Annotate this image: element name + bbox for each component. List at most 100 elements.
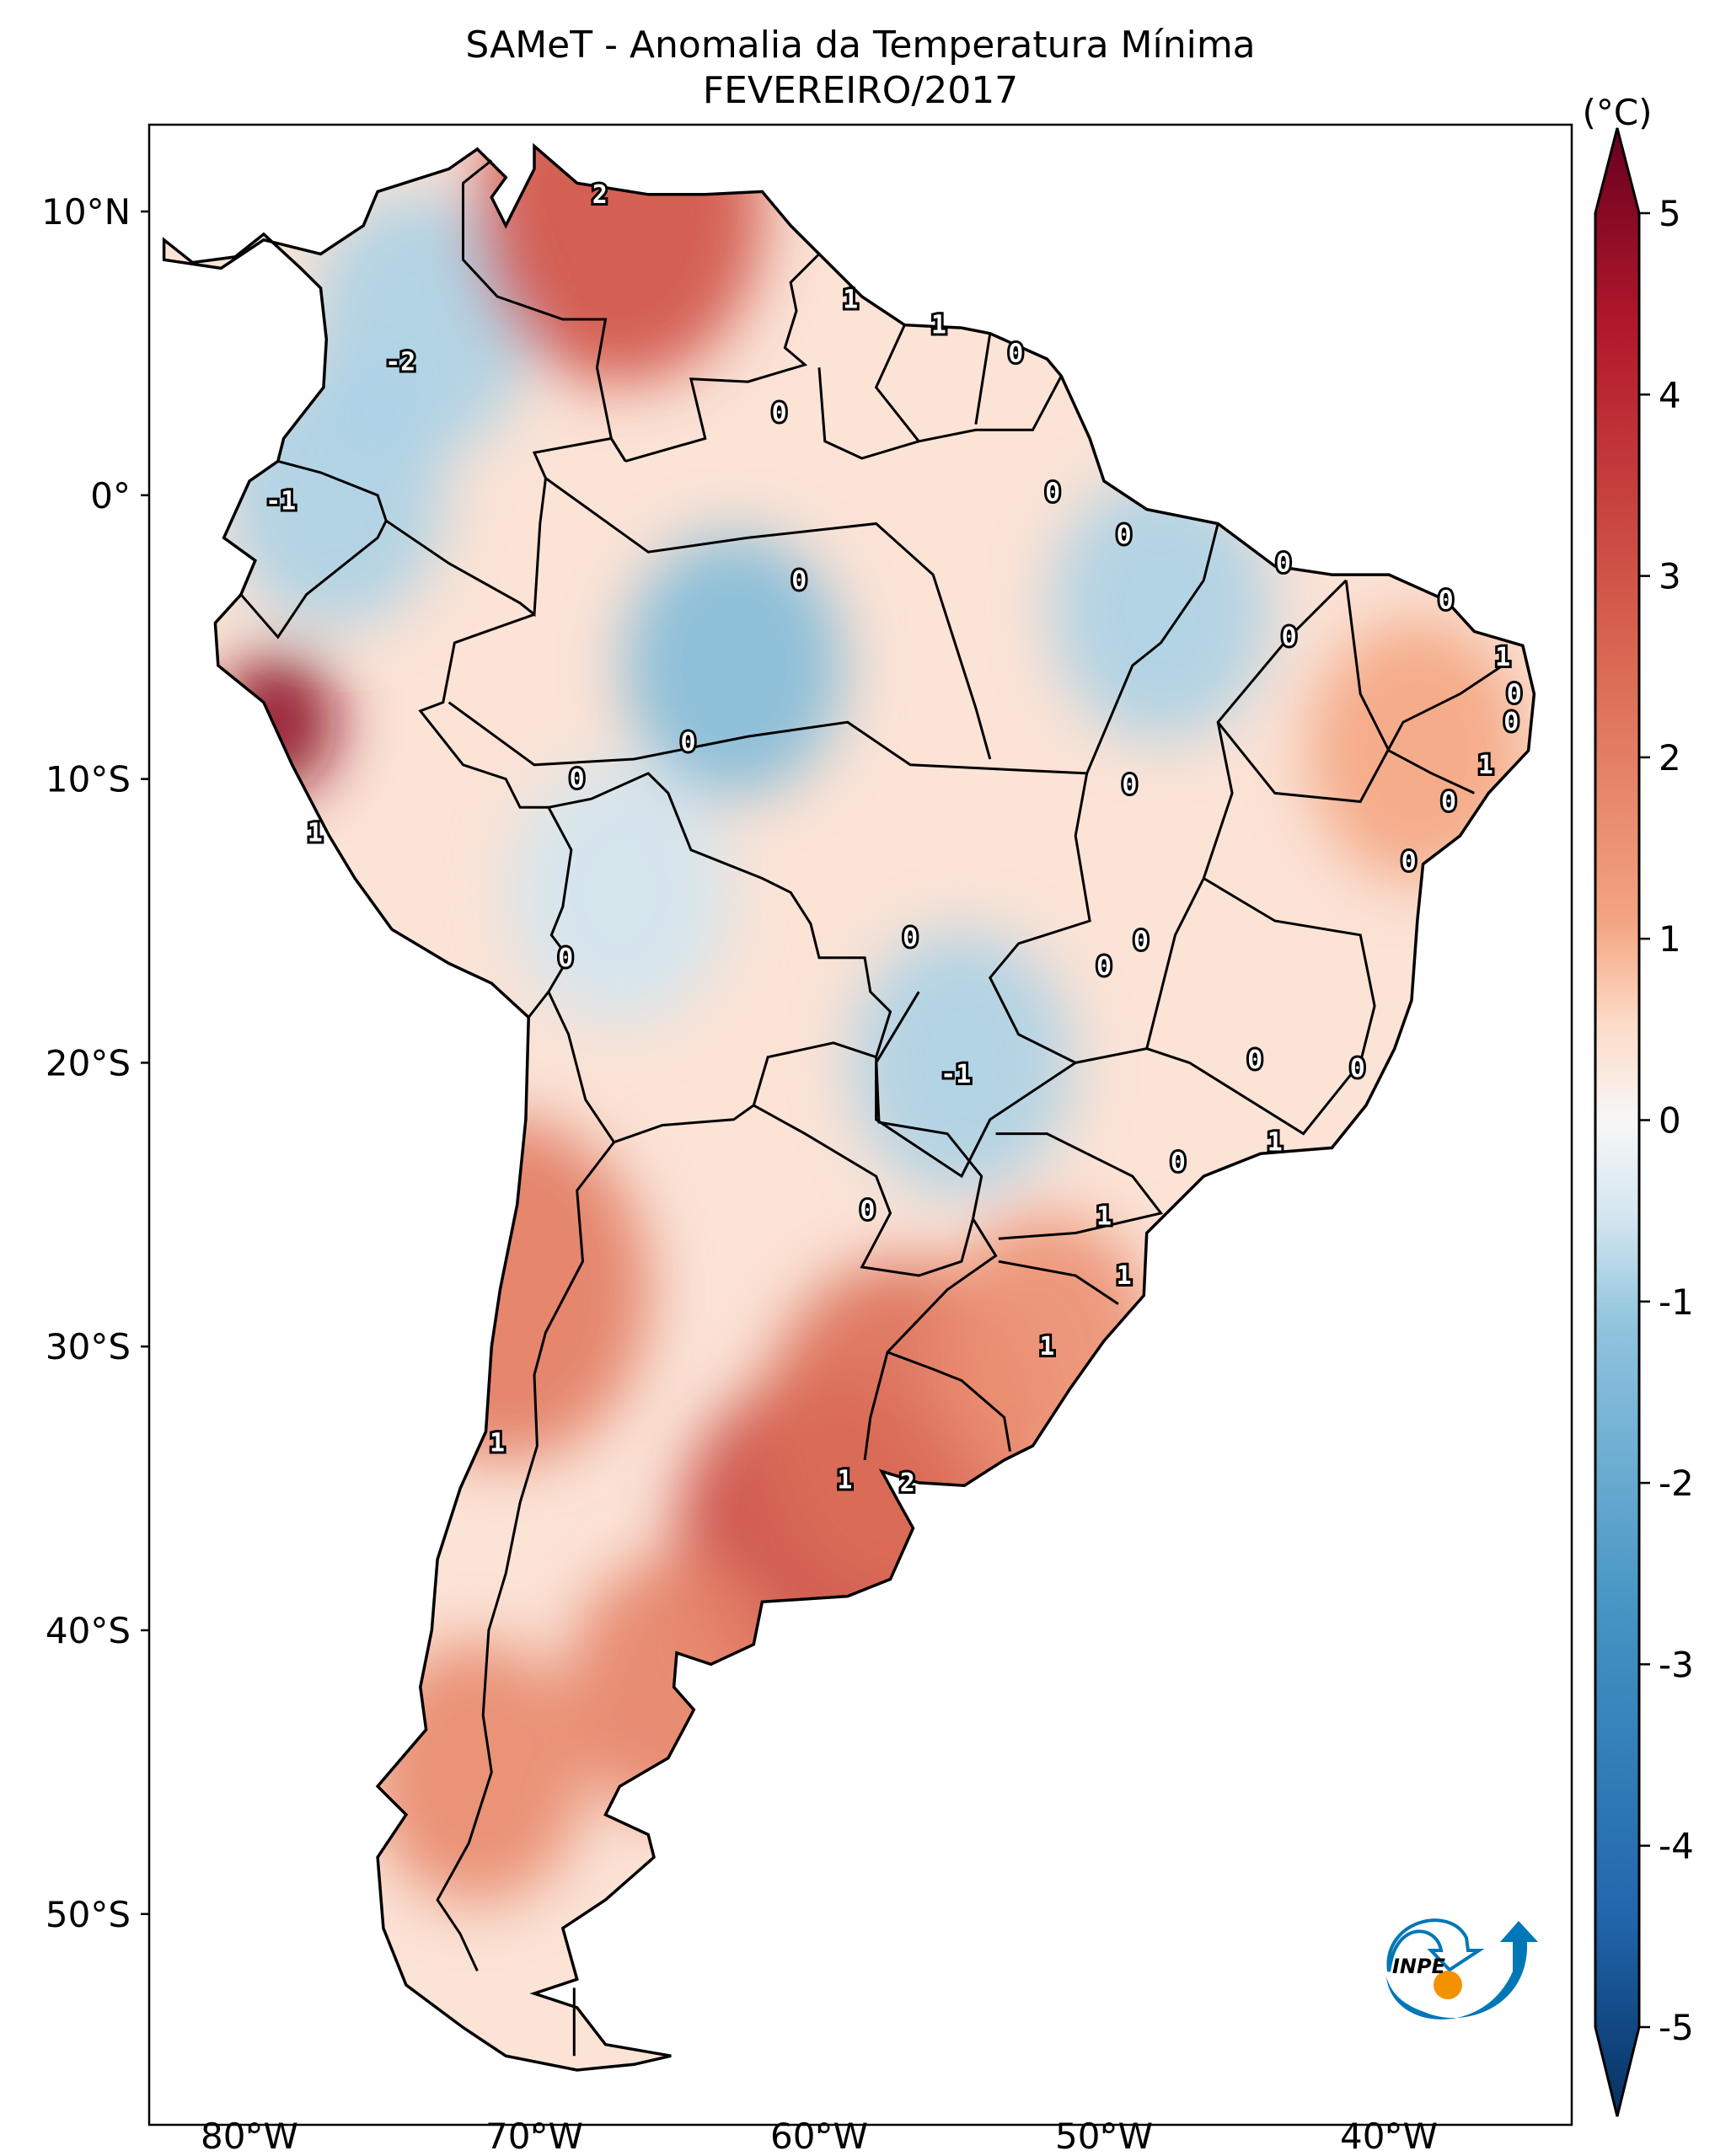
contour-label: 0 [1276, 549, 1291, 579]
anomaly-region [852, 931, 1071, 1195]
contour-label: 0 [772, 399, 787, 428]
colorbar-tick-label: -1 [1659, 1281, 1694, 1323]
lon-tick-label: 70°W [485, 2116, 583, 2156]
contour-label: 0 [1133, 927, 1149, 956]
contour-label: 1 [843, 285, 858, 314]
border-br-states-10 [1217, 664, 1504, 804]
coastline [162, 142, 1536, 2072]
colorbar: (°C) 5 4 3 2 1 0 -1 -2 -3 -4 -5 [1582, 92, 1694, 2117]
contour-label: 0 [1045, 478, 1060, 507]
contour-label: 0 [860, 1196, 875, 1226]
lon-tick-label: 50°W [1055, 2116, 1153, 2156]
contour-label: 0 [680, 728, 695, 757]
contour-label: 1 [1267, 1128, 1283, 1158]
contour-label: 1 [1478, 751, 1493, 780]
contour-label: 0 [1507, 680, 1522, 709]
contour-label: -2 [385, 348, 415, 377]
lat-tick-label: 30°S [46, 1326, 131, 1367]
border-br-states-1 [447, 701, 1087, 775]
border-peru-brazil-bolivia [418, 613, 573, 1019]
colorbar-tick-label: -5 [1659, 2007, 1694, 2048]
lon-tick-label: 80°W [201, 2116, 298, 2156]
colorbar-body [1594, 127, 1641, 2117]
country-borders [239, 159, 1504, 2057]
lon-tick-label: 60°W [770, 2116, 868, 2156]
chart-subtitle: FEVEREIRO/2017 [703, 69, 1018, 112]
contour-label: 0 [1401, 847, 1417, 876]
contour-label: 0 [1096, 952, 1112, 982]
contour-label: 0 [1439, 586, 1454, 615]
border-argentina-brazil-uru [863, 1217, 998, 1461]
contour-label: 0 [1282, 623, 1297, 652]
anomaly-region [1307, 618, 1527, 882]
border-guyana-suriname [874, 324, 920, 442]
anomaly-region [218, 651, 337, 794]
contour-label: 0 [1008, 339, 1023, 368]
contour-label: 0 [1350, 1054, 1365, 1083]
anomaly-region [567, 1555, 786, 1819]
contour-label: 1 [931, 311, 946, 340]
lat-tick-label: 40°S [46, 1610, 131, 1651]
contour-label: -1 [265, 487, 296, 516]
colorbar-tick-label: 4 [1659, 374, 1681, 415]
lat-tick-label: 0° [90, 475, 131, 516]
contour-label: 0 [1503, 708, 1519, 737]
border-ecuador-peru [239, 520, 388, 639]
contour-label: 1 [308, 819, 323, 848]
contour-label: 0 [1171, 1148, 1186, 1177]
map-frame [147, 123, 1573, 2127]
border-bolivia-brazil [548, 772, 892, 1058]
anomaly-region [476, 146, 764, 383]
border-br-states-4 [989, 579, 1348, 1064]
border-bolivia-chile-arg [547, 991, 877, 1144]
lat-tick-label: 50°S [46, 1894, 131, 1935]
contour-label: 0 [1441, 788, 1456, 817]
border-br-states-3 [1085, 523, 1219, 774]
border-venezuela-guyana [624, 253, 821, 463]
anomaly-region [624, 533, 844, 797]
border-colombia-venezuela [462, 159, 627, 463]
contour-label: 2 [592, 180, 608, 210]
contour-label: 0 [791, 566, 807, 596]
colorbar-unit: (°C) [1582, 92, 1652, 133]
contour-label: 1 [1039, 1332, 1054, 1362]
colorbar-tick-label: 1 [1659, 918, 1681, 960]
colorbar-tick-label: 5 [1659, 193, 1681, 234]
axis-ticks: 10°N 0° 10°S 20°S 30°S 40°S 50°S 80°W 70°W 60°W 50… [41, 191, 1438, 2156]
colorbar-tick-label: -3 [1659, 1644, 1694, 1685]
contour-label: 1 [1117, 1261, 1132, 1291]
anomaly-region [225, 363, 445, 627]
border-brazil-north [817, 367, 1063, 460]
anomaly-region [367, 1640, 587, 1904]
border-suriname-fg [974, 333, 992, 425]
contour-label: 0 [1122, 770, 1137, 800]
anomaly-region [1051, 477, 1271, 741]
border-br-states-7 [995, 1132, 1164, 1240]
lat-tick-label: 20°S [46, 1042, 131, 1083]
contour-label: 0 [1117, 521, 1132, 550]
border-br-states-2 [544, 477, 992, 760]
lat-tick-label: 10°N [41, 191, 131, 233]
colorbar-tick-label: 3 [1659, 556, 1681, 597]
contour-label: 0 [570, 765, 585, 794]
contour-label: -1 [941, 1060, 971, 1089]
lon-tick-label: 40°W [1340, 2116, 1438, 2156]
border-br-states-6 [1146, 877, 1376, 1136]
contour-label: 0 [903, 923, 918, 953]
colorbar-tick-label: -4 [1659, 1826, 1694, 1867]
contour-label: 2 [900, 1469, 915, 1498]
anomaly-region [362, 1117, 650, 1462]
logo-text: INPE [1392, 1955, 1446, 1978]
colorbar-tick-label: 0 [1659, 1100, 1681, 1142]
border-paraguay [753, 1057, 983, 1277]
lat-tick-label: 10°S [46, 759, 131, 800]
colorbar-tick-label: 2 [1659, 737, 1681, 778]
border-colombia-ecuador-peru [277, 436, 627, 618]
border-br-states-5 [875, 991, 1077, 1179]
border-argentina-chile [436, 1141, 615, 1971]
contour-label: 0 [558, 944, 573, 973]
border-uruguay-brazil [887, 1351, 1011, 1452]
contour-label: 0 [1247, 1046, 1262, 1075]
